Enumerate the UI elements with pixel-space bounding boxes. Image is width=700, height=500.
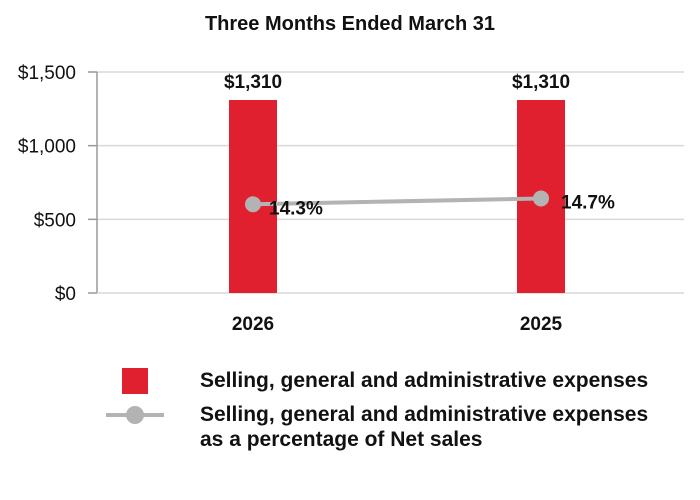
y-tick-label: $1,500: [18, 63, 76, 84]
y-tick-label: $500: [34, 210, 76, 231]
legend-label-bar: Selling, general and administrative expe…: [200, 369, 649, 392]
x-tick-label: 2026: [232, 314, 274, 335]
legend: Selling, general and administrative expe…: [106, 368, 688, 460]
legend-item-bar: Selling, general and administrative expe…: [108, 368, 688, 394]
line-point: [245, 196, 261, 213]
chart: Three Months Ended March 31 $0 $500 $1,000 $…: [18, 13, 684, 335]
line-point: [533, 190, 549, 207]
bar-data-label: $1,310: [224, 72, 282, 93]
bar-data-label: $1,310: [512, 72, 570, 93]
legend-swatch-line: [106, 402, 164, 428]
y-tick-label: $0: [55, 284, 76, 305]
legend-label-line: Selling, general and administrative expe…: [200, 403, 649, 451]
legend-item-line: Selling, general and administrative expe…: [106, 402, 688, 452]
line-data-label: 14.7%: [561, 192, 615, 213]
chart-title: Three Months Ended March 31: [205, 13, 495, 35]
line-data-label: 14.3%: [269, 198, 323, 219]
x-tick-label: 2025: [520, 314, 563, 335]
series-line: [252, 196, 542, 207]
y-tick-label: $1,000: [18, 137, 76, 158]
legend-swatch-bar: [122, 368, 148, 394]
